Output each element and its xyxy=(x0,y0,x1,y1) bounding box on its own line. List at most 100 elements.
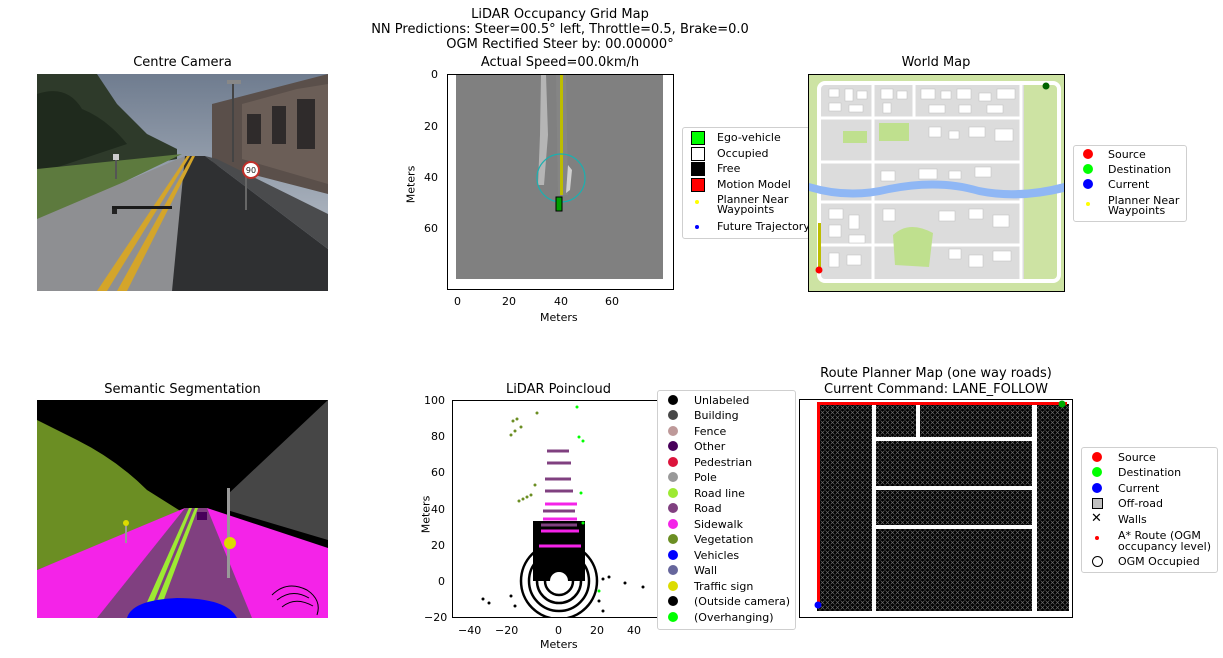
lidar-legend-label: Unlabeled xyxy=(694,394,750,407)
lidar-legend-label: Sidewalk xyxy=(694,518,743,531)
ogm-xtick: 60 xyxy=(605,295,619,308)
ogm-xlabel: Meters xyxy=(540,311,578,324)
lidar-legend-label: (Outside camera) xyxy=(694,595,791,608)
lidar-ytick: 0 xyxy=(438,575,445,588)
lidar-ytick: 80 xyxy=(431,430,445,443)
future-trajectory-marker xyxy=(695,225,699,229)
destination-marker xyxy=(1083,164,1093,174)
outside-camera-marker xyxy=(668,596,678,606)
ogm-image xyxy=(456,75,663,279)
lidar-legend-label: Fence xyxy=(694,425,727,438)
ego-vehicle-marker xyxy=(691,131,705,145)
world-map-legend: Source Destination Current Planner Near … xyxy=(1073,145,1187,222)
centre-camera-image: 90 xyxy=(37,74,328,291)
route-legend-label: Source xyxy=(1118,451,1156,464)
centre-camera-title: Centre Camera xyxy=(133,55,232,70)
semantic-image xyxy=(37,400,328,618)
lidar-legend: Unlabeled Building Fence Other Pedestria… xyxy=(657,390,796,630)
lidar-ytick: 60 xyxy=(431,466,445,479)
building-marker xyxy=(668,410,678,420)
ogm-legend-label: Planner Near Waypoints xyxy=(717,193,789,216)
lidar-ylabel: Meters xyxy=(419,495,433,534)
svg-text:90: 90 xyxy=(246,166,256,175)
sidewalk-marker xyxy=(668,519,678,529)
road-marker xyxy=(668,503,678,513)
ogm-legend-label: Free xyxy=(717,162,741,175)
ogm-xtick: 40 xyxy=(554,295,568,308)
lidar-legend-label: Other xyxy=(694,440,726,453)
route-legend-label: A* Route (OGM occupancy level) xyxy=(1118,529,1211,553)
current-marker xyxy=(1092,483,1102,493)
world-legend-label: Destination xyxy=(1108,163,1172,176)
planner-waypoint-marker xyxy=(695,200,699,204)
route-legend-label: Off-road xyxy=(1118,497,1163,510)
occupied-marker xyxy=(691,147,705,161)
lidar-legend-label: Pedestrian xyxy=(694,456,753,469)
lidar-legend-label: Vehicles xyxy=(694,549,740,562)
world-legend-label: Current xyxy=(1108,178,1150,191)
lidar-xtick: 40 xyxy=(627,624,641,637)
route-planner-title: Route Planner Map (one way roads) xyxy=(820,366,1052,381)
lidar-plot xyxy=(452,400,665,618)
other-marker xyxy=(668,441,678,451)
lidar-xtick: 0 xyxy=(555,624,562,637)
ogm-ytick: 0 xyxy=(431,68,438,81)
lidar-title: LiDAR Poincloud xyxy=(505,382,612,397)
actual-speed: Actual Speed=00.0km/h xyxy=(480,55,640,70)
ogm-ytick: 20 xyxy=(424,120,438,133)
planner-waypoint-marker xyxy=(1086,202,1090,206)
motion-model-marker xyxy=(691,178,705,192)
source-marker xyxy=(1092,452,1102,462)
route-legend-label: OGM Occupied xyxy=(1118,555,1200,568)
semantic-title: Semantic Segmentation xyxy=(104,382,261,397)
world-legend-label: Source xyxy=(1108,148,1146,161)
traffic-sign-marker xyxy=(668,581,678,591)
lidar-xtick: −40 xyxy=(458,624,482,637)
lidar-ytick: −20 xyxy=(424,611,448,624)
pedestrian-marker xyxy=(668,457,678,467)
lidar-ytick: 40 xyxy=(431,503,445,516)
lidar-legend-label: Pole xyxy=(694,471,717,484)
route-legend: Source Destination Current Off-road ✕ Wal… xyxy=(1081,447,1218,573)
lidar-ytick: 20 xyxy=(431,539,445,552)
ogm-legend: Ego-vehicle Occupied Free Motion Model P… xyxy=(682,127,810,239)
ogm-ytick: 40 xyxy=(424,171,438,184)
route-legend-label: Current xyxy=(1118,482,1160,495)
free-marker xyxy=(691,162,705,176)
lidar-xtick: −20 xyxy=(495,624,519,637)
pole-marker xyxy=(668,472,678,482)
lidar-legend-label: Road line xyxy=(694,487,745,500)
ogm-ylabel: Meters xyxy=(404,165,418,204)
ogm-ytick: 60 xyxy=(424,222,438,235)
ogm-xtick: 20 xyxy=(502,295,516,308)
walls-marker: ✕ xyxy=(1091,511,1102,526)
world-map-image xyxy=(808,74,1065,292)
source-marker xyxy=(1083,149,1093,159)
fence-marker xyxy=(668,426,678,436)
destination-marker xyxy=(1092,467,1102,477)
lidar-legend-label: Building xyxy=(694,409,739,422)
ogm-rectified-steer: OGM Rectified Steer by: 00.00000° xyxy=(446,37,674,52)
ogm-occupied-marker xyxy=(1092,556,1103,567)
route-planner-map xyxy=(799,399,1073,618)
vegetation-marker xyxy=(668,534,678,544)
ogm-xtick: 0 xyxy=(454,295,461,308)
lidar-ytick: 100 xyxy=(424,394,445,407)
world-legend-label: Planner Near Waypoints xyxy=(1108,194,1180,217)
route-legend-label: Destination xyxy=(1118,466,1182,479)
astar-route-marker xyxy=(1095,536,1099,540)
ogm-title-line1: LiDAR Occupancy Grid Map xyxy=(471,7,649,22)
wall-marker xyxy=(668,565,678,575)
ogm-legend-label: Motion Model xyxy=(717,178,791,191)
lidar-legend-label: Traffic sign xyxy=(694,580,754,593)
lidar-legend-label: (Overhanging) xyxy=(694,611,774,624)
vehicles-marker xyxy=(668,550,678,560)
route-legend-label: Walls xyxy=(1118,513,1147,526)
lidar-xlabel: Meters xyxy=(540,638,578,651)
current-command: Current Command: LANE_FOLLOW xyxy=(824,382,1048,397)
lidar-legend-label: Road xyxy=(694,502,722,515)
road-line-marker xyxy=(668,488,678,498)
unlabeled-marker xyxy=(668,395,678,405)
current-marker xyxy=(1083,179,1093,189)
nn-predictions: NN Predictions: Steer=00.5° left, Thrott… xyxy=(371,22,749,37)
